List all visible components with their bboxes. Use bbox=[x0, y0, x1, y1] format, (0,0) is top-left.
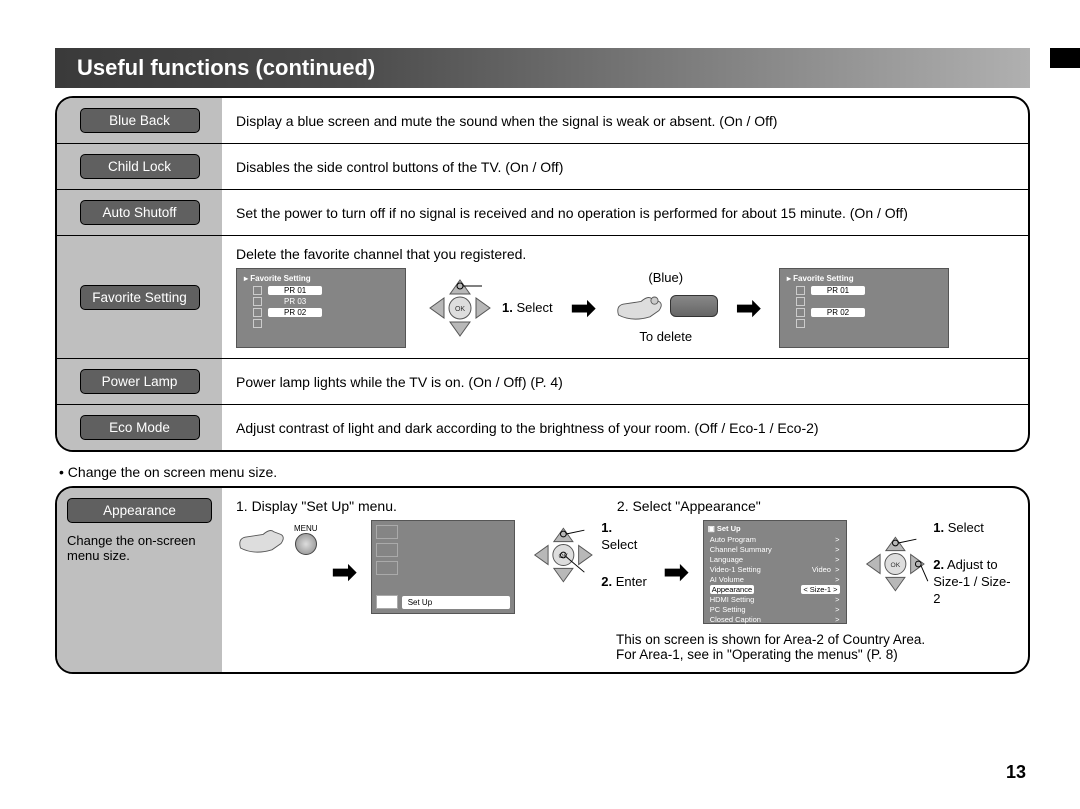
step1-title: 1. Display "Set Up" menu. bbox=[236, 498, 397, 514]
desc-cell: Display a blue screen and mute the sound… bbox=[222, 98, 1028, 143]
dpad-icon: OK bbox=[529, 525, 598, 585]
hand-icon bbox=[614, 287, 668, 325]
appearance-box: Appearance Change the on-screen menu siz… bbox=[55, 486, 1030, 674]
label-cell: Eco Mode bbox=[57, 405, 222, 450]
arrow-icon: ➡ bbox=[736, 291, 761, 326]
power-lamp-pill: Power Lamp bbox=[80, 369, 200, 394]
footer-note: This on screen is shown for Area-2 of Co… bbox=[616, 632, 1014, 662]
child-lock-pill: Child Lock bbox=[80, 154, 200, 179]
blue-button-icon bbox=[670, 295, 718, 317]
dpad-icon: OK bbox=[424, 278, 496, 338]
desc-cell: Power lamp lights while the TV is on. (O… bbox=[222, 359, 1028, 404]
label-cell: Child Lock bbox=[57, 144, 222, 189]
step2-title: 2. Select "Appearance" bbox=[617, 498, 761, 514]
table-row: Auto Shutoff Set the power to turn off i… bbox=[57, 190, 1028, 236]
note-text: • Change the on screen menu size. bbox=[59, 464, 1030, 480]
functions-table: Blue Back Display a blue screen and mute… bbox=[55, 96, 1030, 452]
appearance-right: 1. Display "Set Up" menu. 2. Select "App… bbox=[222, 488, 1028, 672]
favorite-setting-pill: Favorite Setting bbox=[80, 285, 200, 310]
svg-text:OK: OK bbox=[558, 553, 568, 560]
svg-text:OK: OK bbox=[455, 306, 465, 313]
appearance-pill: Appearance bbox=[67, 498, 212, 523]
arrow-icon: ➡ bbox=[332, 555, 357, 590]
select-label: 1. 1. SelectSelect bbox=[502, 300, 553, 317]
favorite-desc-text: Delete the favorite channel that you reg… bbox=[236, 246, 1014, 262]
favorite-desc: Delete the favorite channel that you reg… bbox=[222, 236, 1028, 358]
table-row: Favorite Setting Delete the favorite cha… bbox=[57, 236, 1028, 359]
menu-osd: Set Up bbox=[371, 520, 515, 614]
arrow-icon: ➡ bbox=[571, 291, 596, 326]
blue-back-pill: Blue Back bbox=[80, 108, 200, 133]
eco-mode-pill: Eco Mode bbox=[80, 415, 200, 440]
blue-label: (Blue) bbox=[614, 270, 718, 287]
setup-osd: ▣ Set Up Auto Program>Channel Summary>La… bbox=[703, 520, 847, 624]
page-tab-mark bbox=[1050, 48, 1080, 68]
auto-shutoff-pill: Auto Shutoff bbox=[80, 200, 200, 225]
appearance-desc: Change the on-screen menu size. bbox=[67, 533, 212, 563]
table-row: Power Lamp Power lamp lights while the T… bbox=[57, 359, 1028, 405]
setup-label: Set Up bbox=[402, 596, 510, 609]
dpad-icon: OK bbox=[861, 534, 930, 594]
appearance-left: Appearance Change the on-screen menu siz… bbox=[57, 488, 222, 672]
desc-cell: Adjust contrast of light and dark accord… bbox=[222, 405, 1028, 450]
sizes-text: Size-1 / Size-2 bbox=[933, 574, 1014, 608]
hand-icon bbox=[236, 520, 290, 558]
desc-cell: Disables the side control buttons of the… bbox=[222, 144, 1028, 189]
label-cell: Power Lamp bbox=[57, 359, 222, 404]
desc-cell: Set the power to turn off if no signal i… bbox=[222, 190, 1028, 235]
osd-after: ▸ Favorite Setting PR 01 PR 02 bbox=[779, 268, 949, 348]
page-number: 13 bbox=[1006, 762, 1026, 783]
table-row: Blue Back Display a blue screen and mute… bbox=[57, 98, 1028, 144]
label-cell: Auto Shutoff bbox=[57, 190, 222, 235]
delete-label: To delete bbox=[614, 329, 718, 346]
table-row: Child Lock Disables the side control but… bbox=[57, 144, 1028, 190]
table-row: Eco Mode Adjust contrast of light and da… bbox=[57, 405, 1028, 450]
svg-text:OK: OK bbox=[890, 562, 900, 569]
menu-button-icon bbox=[295, 533, 317, 555]
menu-label: MENU bbox=[294, 524, 318, 533]
label-cell: Blue Back bbox=[57, 98, 222, 143]
section-title-text: Useful functions (continued) bbox=[77, 55, 375, 81]
label-cell: Favorite Setting bbox=[57, 236, 222, 358]
section-title: Useful functions (continued) bbox=[55, 48, 1030, 88]
osd-before: ▸ Favorite Setting PR 01 PR 03 PR 02 bbox=[236, 268, 406, 348]
arrow-icon: ➡ bbox=[664, 555, 689, 590]
